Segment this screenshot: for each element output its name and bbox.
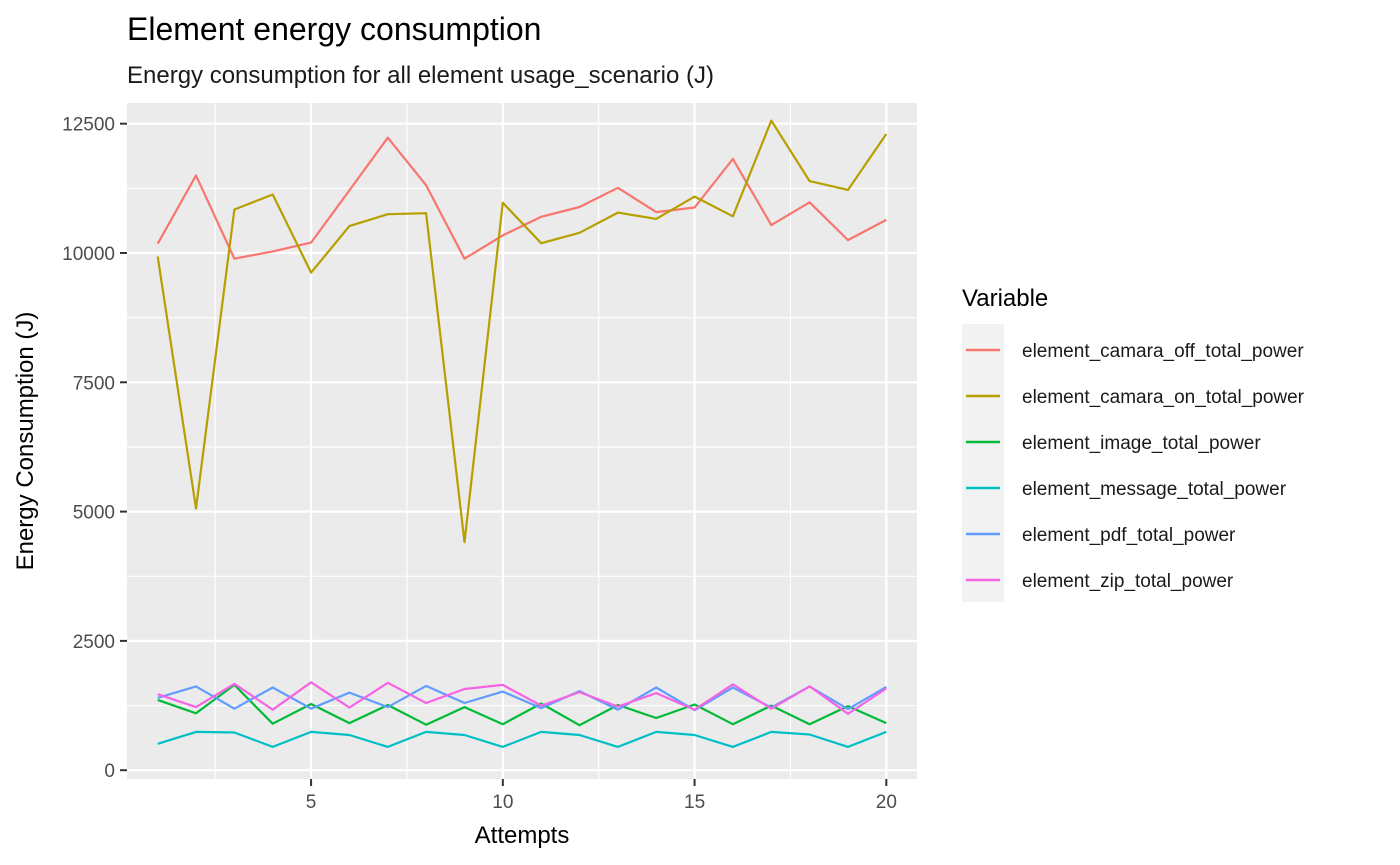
y-tick-label: 10000	[62, 244, 115, 265]
major-gridlines	[127, 103, 917, 779]
legend-items: element_camara_off_total_power element_ca…	[966, 341, 1305, 592]
y-tick-label: 7500	[73, 373, 115, 394]
chart-subtitle: Energy consumption for all element usage…	[127, 62, 714, 89]
legend-title: Variable	[962, 285, 1048, 312]
legend-key-background	[962, 324, 1004, 602]
x-tick-label: 10	[492, 792, 513, 813]
series-line-element-image-total-power	[157, 683, 887, 727]
legend-label-element-pdf-total-power: element_pdf_total_power	[1022, 525, 1236, 546]
legend-label-element-message-total-power: element_message_total_power	[1022, 479, 1287, 500]
x-axis-tick-labels: 5 10 15 20	[306, 792, 897, 813]
minor-gridlines	[127, 103, 917, 779]
series-line-element-camara-off-total-power	[156, 136, 887, 260]
x-axis-title: Attempts	[475, 822, 570, 849]
legend-label-element-image-total-power: element_image_total_power	[1022, 433, 1261, 454]
legend-label-element-camara-on-total-power: element_camara_on_total_power	[1022, 387, 1305, 408]
legend-label-element-zip-total-power: element_zip_total_power	[1022, 571, 1234, 592]
y-tick-label: 0	[104, 761, 115, 782]
series-line-element-camara-on-total-power	[156, 119, 888, 544]
legend-label-element-camara-off-total-power: element_camara_off_total_power	[1022, 341, 1304, 362]
legend: Variable element_camara_off_total_powere…	[962, 285, 1305, 602]
series-line-element-message-total-power	[157, 730, 887, 749]
y-axis-title: Energy Consumption (J)	[12, 312, 39, 571]
y-tick-label: 5000	[73, 503, 115, 524]
y-tick-label: 12500	[62, 115, 115, 136]
y-tick-label: 2500	[73, 632, 115, 653]
chart-title: Element energy consumption	[127, 11, 541, 47]
axis-ticks	[120, 122, 888, 786]
y-axis-tick-labels: 0 2500 5000 7500 10000 12500	[62, 115, 115, 783]
x-tick-label: 20	[876, 792, 897, 813]
series-lines	[156, 119, 888, 749]
series-line-element-zip-total-power	[157, 681, 887, 715]
x-tick-label: 15	[684, 792, 705, 813]
x-tick-label: 5	[306, 792, 317, 813]
